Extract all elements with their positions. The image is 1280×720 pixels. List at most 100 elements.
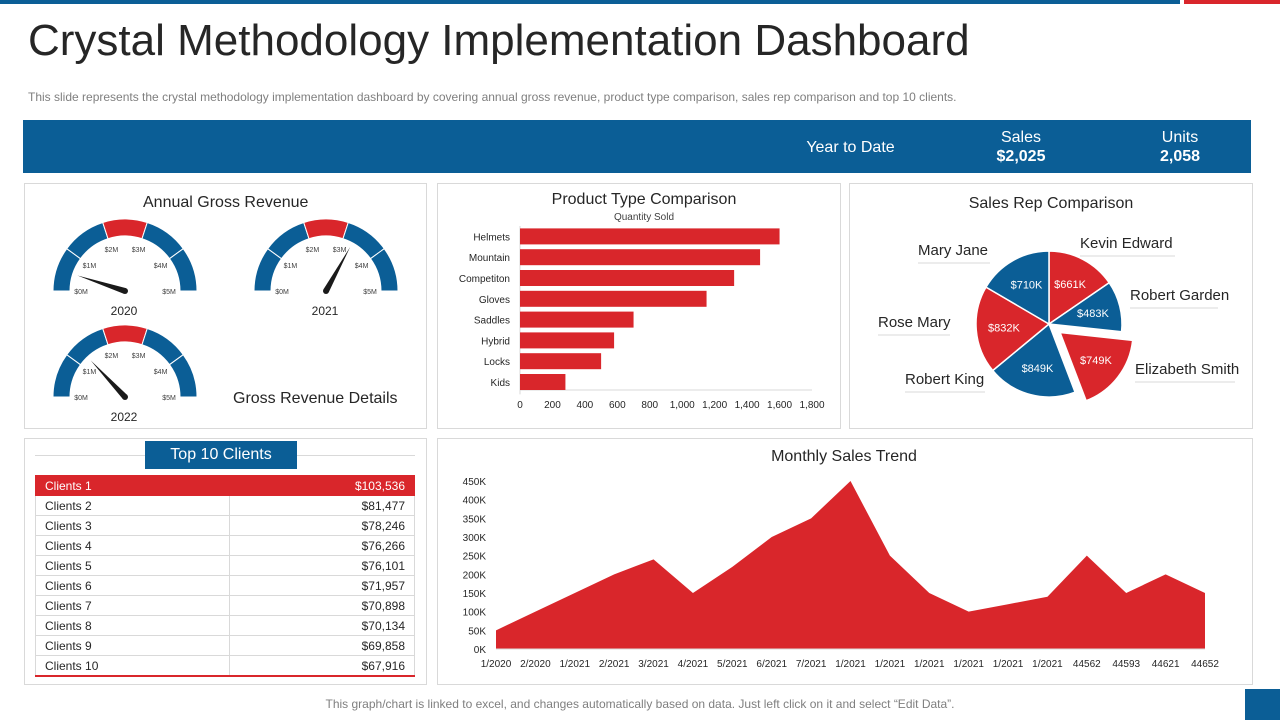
area-x-tick-label: 1/2021 [1032, 659, 1063, 670]
gauge-tick-label: $2M [105, 247, 119, 254]
area-y-tick-label: 450K [463, 477, 487, 488]
gauge-needle [77, 275, 126, 294]
pie-rep-name: Rose Mary [878, 314, 951, 331]
client-name: Clients 4 [35, 535, 230, 556]
bar [520, 353, 602, 370]
clients-table-row: Clients 9 $69,858 [35, 635, 416, 656]
bar-x-tick-label: 1,400 [735, 400, 760, 411]
top-clients-panel: Top 10 Clients Clients 1 $103,536 Clients … [24, 438, 427, 685]
pie-slice [984, 250, 1050, 326]
client-value: $76,266 [228, 535, 416, 556]
trend-chart-title: Monthly Sales Trend [771, 448, 917, 465]
gauge-needle-hub [122, 394, 128, 400]
client-name: Clients 1 [35, 475, 230, 496]
gauge-tick-label: $2M [105, 353, 119, 360]
client-name: Clients 6 [35, 575, 230, 596]
bar [520, 290, 707, 307]
area-y-tick-label: 50K [468, 626, 486, 637]
bar [520, 270, 735, 286]
bar-category-label: Competiton [459, 274, 510, 285]
bar-x-tick-label: 800 [641, 400, 658, 411]
gross-revenue-details-label: Gross Revenue Details [233, 390, 398, 407]
gauge-tick-label: $4M [154, 263, 168, 270]
pie-slice [991, 322, 1077, 398]
top-accent-line-red [1184, 0, 1280, 4]
gauge-segment [267, 221, 310, 260]
area-x-tick-label: 1/2021 [875, 659, 906, 670]
pie-slice-label: $849K [1022, 363, 1054, 375]
area-x-tick-label: 3/2021 [638, 659, 669, 670]
gauge-needle [323, 247, 351, 293]
pie-chart-title: Sales Rep Comparison [969, 195, 1134, 212]
area-y-tick-label: 200K [463, 570, 487, 581]
area-x-tick-label: 44621 [1152, 659, 1180, 670]
gauge-tick-label: $3M [132, 247, 146, 254]
area-x-tick-label: 1/2021 [953, 659, 984, 670]
bar-category-label: Mountain [469, 253, 510, 264]
bar-x-tick-label: 200 [544, 400, 561, 411]
annual-gross-revenue-title: Annual Gross Revenue [143, 194, 309, 211]
area-x-tick-label: 1/2021 [835, 659, 866, 670]
pie-rep-name: Robert Garden [1130, 287, 1229, 304]
pie-slice [1058, 331, 1134, 402]
pie-slice-label: $661K [1054, 279, 1086, 291]
client-value: $103,536 [228, 475, 416, 496]
monthly-trend-chart: Monthly Sales Trend 0K 50K 100K 150K 200K 250K… [463, 448, 1220, 670]
client-name: Clients 3 [35, 515, 230, 536]
client-value: $81,477 [228, 495, 416, 516]
bar [520, 311, 634, 328]
gauge-2021: $0M $1M $2M $3M $4M $5M [253, 218, 399, 296]
area-x-tick-label: 7/2021 [796, 659, 827, 670]
area-y-tick-label: 0K [474, 645, 487, 656]
pie-rep-name: Mary Jane [918, 242, 988, 259]
gauge-tick-label: $5M [363, 289, 377, 296]
area-y-tick-label: 350K [463, 514, 487, 525]
sales-rep-chart: Sales Rep Comparison $661K Kevin Edward $48… [878, 195, 1239, 402]
product-chart-subtitle: Quantity Sold [614, 212, 674, 223]
bar-x-tick-label: 600 [609, 400, 626, 411]
client-name: Clients 9 [35, 635, 230, 656]
gauge-2020: $0M $1M $2M $3M $4M $5M [52, 218, 198, 296]
product-type-panel: Product Type Comparison Quantity Sold Helm… [437, 183, 841, 429]
bar-x-tick-label: 1,600 [767, 400, 792, 411]
client-value: $71,957 [228, 575, 416, 596]
area-x-tick-label: 44652 [1191, 659, 1219, 670]
pie-slice [1048, 250, 1111, 326]
gauge-tick-label: $3M [333, 247, 347, 254]
year-to-date-label: Year to Date [806, 139, 895, 156]
pie-slice [975, 286, 1051, 372]
clients-table-row: Clients 1 $103,536 [35, 475, 416, 496]
gauge-tick-label: $0M [74, 395, 88, 402]
area-x-tick-label: 44593 [1112, 659, 1140, 670]
clients-table-row: Clients 6 $71,957 [35, 575, 416, 596]
area-x-tick-label: 2/2021 [599, 659, 630, 670]
gauge-tick-label: $5M [162, 395, 176, 402]
sales-rep-panel: Sales Rep Comparison $661K Kevin Edward $48… [849, 183, 1253, 429]
bar-x-tick-label: 1,200 [702, 400, 727, 411]
bar [520, 374, 566, 390]
pie-rep-name: Elizabeth Smith [1135, 361, 1239, 378]
pie-slice [1046, 281, 1123, 333]
area-x-tick-label: 2/2020 [520, 659, 551, 670]
area-y-tick-label: 150K [463, 589, 487, 600]
product-type-chart: Product Type Comparison Quantity Sold Helm… [459, 191, 825, 411]
bar [520, 228, 780, 245]
gauge-needle-hub [323, 288, 329, 294]
gauge-segment [102, 218, 148, 240]
clients-table-row: Clients 3 $78,246 [35, 515, 416, 536]
sales-value: $2,025 [996, 148, 1046, 165]
page-subtitle: This slide represents the crystal method… [28, 90, 957, 104]
gauge-year-2020: 2020 [110, 304, 138, 318]
bar-category-label: Helmets [473, 232, 510, 243]
gauge-tick-label: $5M [162, 289, 176, 296]
gauge-segment [168, 247, 198, 292]
client-name: Clients 8 [35, 615, 230, 636]
clients-table-row: Clients 2 $81,477 [35, 495, 416, 516]
gauge-2022: $0M $1M $2M $3M $4M $5M [52, 324, 198, 402]
client-name: Clients 2 [35, 495, 230, 516]
pie-slice-label: $832K [988, 323, 1020, 335]
area-y-tick-label: 250K [463, 552, 487, 563]
gauge-tick-label: $4M [355, 263, 369, 270]
bar-category-label: Saddles [474, 316, 510, 327]
client-value: $70,898 [228, 595, 416, 616]
